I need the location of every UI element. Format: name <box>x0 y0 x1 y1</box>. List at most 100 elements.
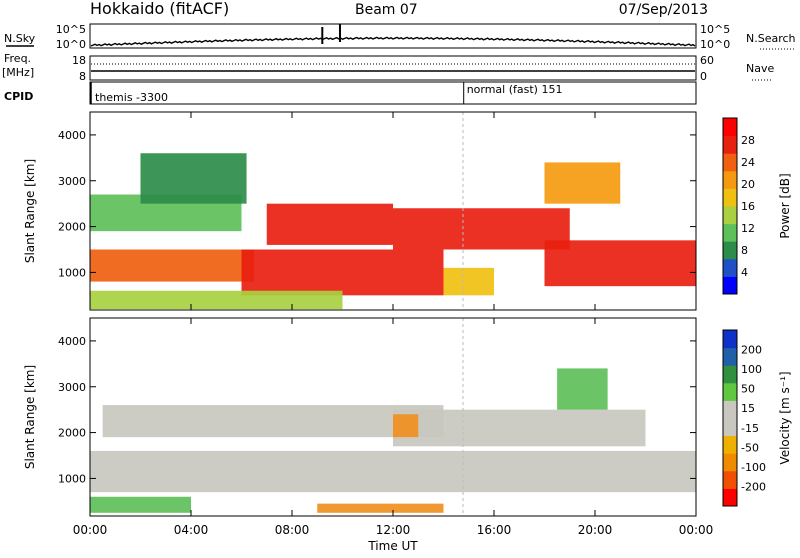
nave-label: Nave <box>746 62 774 75</box>
colorbar-tick-label: 12 <box>741 222 755 235</box>
velocity-y-label: Slant Range [km] <box>23 365 37 469</box>
colorbar-swatch-6 <box>723 382 737 401</box>
freq-label-line2: [MHz] <box>2 66 34 79</box>
colorbar-swatch-3 <box>723 223 737 242</box>
nsky-right-tick-bottom: 10^0 <box>700 38 730 51</box>
x-tick-label: 08:00 <box>275 523 310 537</box>
nsky-panel: N.Sky 10^5 10^0 10^5 10^0 N.Search <box>4 23 796 51</box>
nsearch-label: N.Search <box>746 32 796 45</box>
heatmap-band-6 <box>544 240 696 287</box>
colorbar-swatch-2 <box>723 241 737 260</box>
colorbar-swatch-9 <box>723 330 737 349</box>
velocity-colorbar-label: Velocity [m s⁻¹] <box>778 371 792 464</box>
velocity-colorbar-ticks: 200 100 50 15 -15 -50 -100 -200 <box>741 344 766 494</box>
y-tick-label: 4000 <box>58 335 86 348</box>
heatmap-band-5 <box>557 368 608 410</box>
power-panel: 1000 2000 3000 4000 Slant Range [km] <box>23 111 697 311</box>
colorbar-tick-label: 8 <box>741 244 748 257</box>
x-tick-label: 00:00 <box>73 523 108 537</box>
power-colorbar-ticks: 28 24 20 16 12 8 4 <box>741 134 755 279</box>
heatmap-band-0 <box>90 249 255 282</box>
cpid-panel: CPID themis -3300 normal (fast) 151 <box>4 81 697 105</box>
colorbar-tick-label: -15 <box>741 422 759 435</box>
colorbar-swatch-0 <box>723 276 737 295</box>
x-tick-label: 00:00 <box>679 523 714 537</box>
colorbar-swatch-1 <box>723 470 737 489</box>
velocity-panel: 1000 2000 3000 4000 Slant Range [km] <box>23 317 697 517</box>
nsky-left-tick-top: 10^5 <box>56 23 86 36</box>
velocity-heatmap <box>90 368 696 513</box>
y-tick-label: 4000 <box>58 129 86 142</box>
y-tick-label: 1000 <box>58 472 86 485</box>
heatmap-band-4 <box>266 203 393 245</box>
freq-right-tick-bottom: 0 <box>700 70 707 83</box>
colorbar-tick-label: 50 <box>741 383 755 396</box>
power-colorbar-swatches <box>723 118 737 295</box>
cpid-segment-1-label: normal (fast) 151 <box>467 83 563 96</box>
colorbar-swatch-2 <box>723 453 737 472</box>
colorbar-swatch-6 <box>723 170 737 189</box>
colorbar-swatch-8 <box>723 135 737 154</box>
station-title: Hokkaido (fitACF) <box>90 0 229 18</box>
cpid-segment-0-label: themis -3300 <box>95 91 168 104</box>
colorbar-swatch-1 <box>723 258 737 277</box>
cpid-label: CPID <box>4 90 33 103</box>
heatmap-band-1 <box>102 405 444 438</box>
colorbar-swatch-4 <box>723 418 737 437</box>
colorbar-tick-label: 100 <box>741 363 762 376</box>
colorbar-tick-label: 200 <box>741 344 762 357</box>
colorbar-swatch-9 <box>723 118 737 137</box>
beam-label: Beam 07 <box>355 2 418 18</box>
time-x-axis: 00:00 04:00 08:00 12:00 16:00 20:00 00:00 <box>73 112 714 537</box>
x-tick-label: 12:00 <box>376 523 411 537</box>
heatmap-band-6 <box>393 414 419 438</box>
x-tick-label: 20:00 <box>578 523 613 537</box>
power-colorbar-label: Power [dB] <box>778 173 792 238</box>
heatmap-band-7 <box>90 290 343 310</box>
colorbar-tick-label: 24 <box>741 156 755 169</box>
freq-left-tick-top: 18 <box>72 54 86 67</box>
colorbar-swatch-8 <box>723 347 737 366</box>
heatmap-band-3 <box>90 496 191 513</box>
colorbar-tick-label: -100 <box>741 461 766 474</box>
colorbar-swatch-7 <box>723 365 737 384</box>
heatmap-band-8 <box>443 267 494 296</box>
x-tick-label: 16:00 <box>477 523 512 537</box>
colorbar-swatch-0 <box>723 488 737 507</box>
nsky-line <box>90 36 696 47</box>
power-colorbar: 28 24 20 16 12 8 4 Power [dB] <box>722 117 792 295</box>
date-label: 07/Sep/2013 <box>619 2 708 18</box>
x-tick-label: 04:00 <box>174 523 209 537</box>
colorbar-tick-label: 16 <box>741 200 755 213</box>
colorbar-tick-label: -200 <box>741 480 766 493</box>
colorbar-swatch-5 <box>723 188 737 207</box>
nsky-right-tick-top: 10^5 <box>700 23 730 36</box>
heatmap-band-0 <box>90 450 696 493</box>
colorbar-swatch-7 <box>723 153 737 172</box>
freq-label-line1: Freq. <box>4 52 31 65</box>
power-y-axis: 1000 2000 3000 4000 <box>58 129 696 279</box>
power-heatmap <box>90 153 696 310</box>
heatmap-band-4 <box>317 503 444 513</box>
y-tick-label: 2000 <box>58 221 86 234</box>
heatmap-band-2 <box>140 153 247 204</box>
freq-panel: Freq. [MHz] 18 8 60 0 Nave <box>2 52 774 83</box>
power-y-label: Slant Range [km] <box>23 159 37 263</box>
nsky-left-tick-bottom: 10^0 <box>56 38 86 51</box>
colorbar-swatch-4 <box>723 206 737 225</box>
colorbar-tick-label: 28 <box>741 134 755 147</box>
heatmap-band-2 <box>393 409 646 447</box>
x-axis-label: Time UT <box>367 539 418 553</box>
y-tick-label: 1000 <box>58 266 86 279</box>
colorbar-tick-label: -50 <box>741 441 759 454</box>
colorbar-swatch-3 <box>723 435 737 454</box>
colorbar-swatch-5 <box>723 400 737 419</box>
velocity-colorbar-swatches <box>723 330 737 507</box>
heatmap-band-9 <box>544 162 621 204</box>
heatmap-band-3 <box>241 249 444 296</box>
colorbar-tick-label: 4 <box>741 266 748 279</box>
velocity-colorbar: 200 100 50 15 -15 -50 -100 -200 Velocity [m s⁻¹… <box>722 329 792 507</box>
colorbar-tick-label: 15 <box>741 402 755 415</box>
y-tick-label: 3000 <box>58 175 86 188</box>
